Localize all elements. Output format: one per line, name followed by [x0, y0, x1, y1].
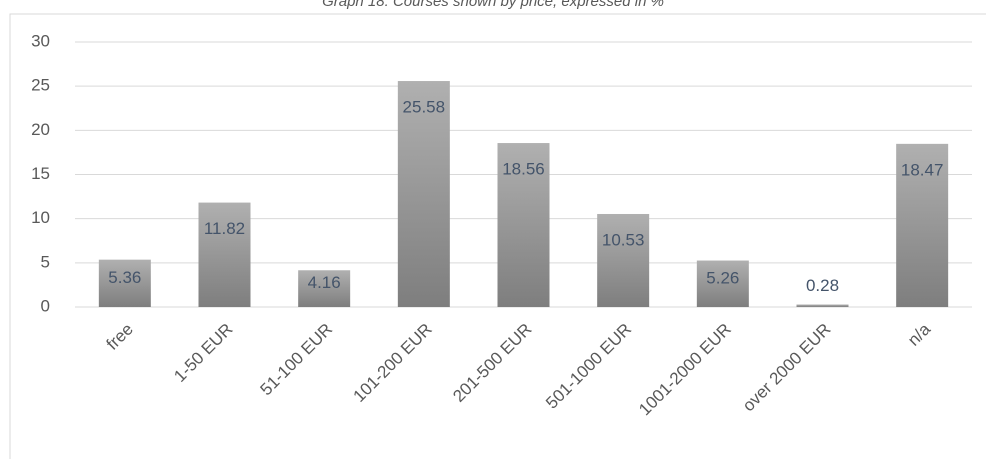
bar	[198, 202, 251, 307]
data-label: 18.47	[901, 160, 944, 179]
chart-title: Graph 18: Courses shown by price, expres…	[322, 0, 664, 10]
bar	[98, 259, 151, 307]
data-label: 11.82	[204, 219, 245, 238]
data-label: 5.26	[706, 268, 739, 287]
y-tick-label: 20	[31, 120, 50, 139]
x-tick-label: 1001-2000 EUR	[635, 320, 735, 420]
data-label: 0.28	[806, 276, 839, 295]
x-tick-label: over 2000 EUR	[739, 320, 835, 416]
x-tick-label: 101-200 EUR	[350, 320, 436, 406]
data-label: 4.16	[308, 273, 341, 292]
x-tick-label: 51-100 EUR	[257, 320, 337, 400]
y-tick-label: 10	[31, 208, 50, 227]
bar	[796, 304, 849, 307]
chart-frame	[9, 13, 986, 459]
y-tick-label: 15	[31, 164, 50, 183]
x-tick-label: 1-50 EUR	[170, 320, 236, 386]
data-label: 10.53	[602, 230, 645, 249]
data-label: 5.36	[108, 268, 141, 287]
bar	[298, 270, 351, 307]
y-tick-label: 5	[41, 252, 50, 271]
bar	[597, 213, 650, 307]
bar	[497, 143, 550, 307]
data-label: 18.56	[502, 160, 545, 179]
y-tick-label: 25	[31, 76, 50, 95]
x-tick-label: 201-500 EUR	[449, 320, 535, 406]
bar	[896, 143, 949, 307]
data-label: 25.58	[403, 98, 446, 117]
x-tick-label: n/a	[904, 319, 935, 350]
y-tick-label: 30	[31, 31, 50, 50]
x-tick-label: 501-1000 EUR	[542, 320, 635, 413]
y-tick-label: 0	[41, 296, 50, 315]
bar	[696, 260, 749, 307]
x-tick-label: free	[103, 320, 137, 354]
bar	[397, 81, 450, 307]
